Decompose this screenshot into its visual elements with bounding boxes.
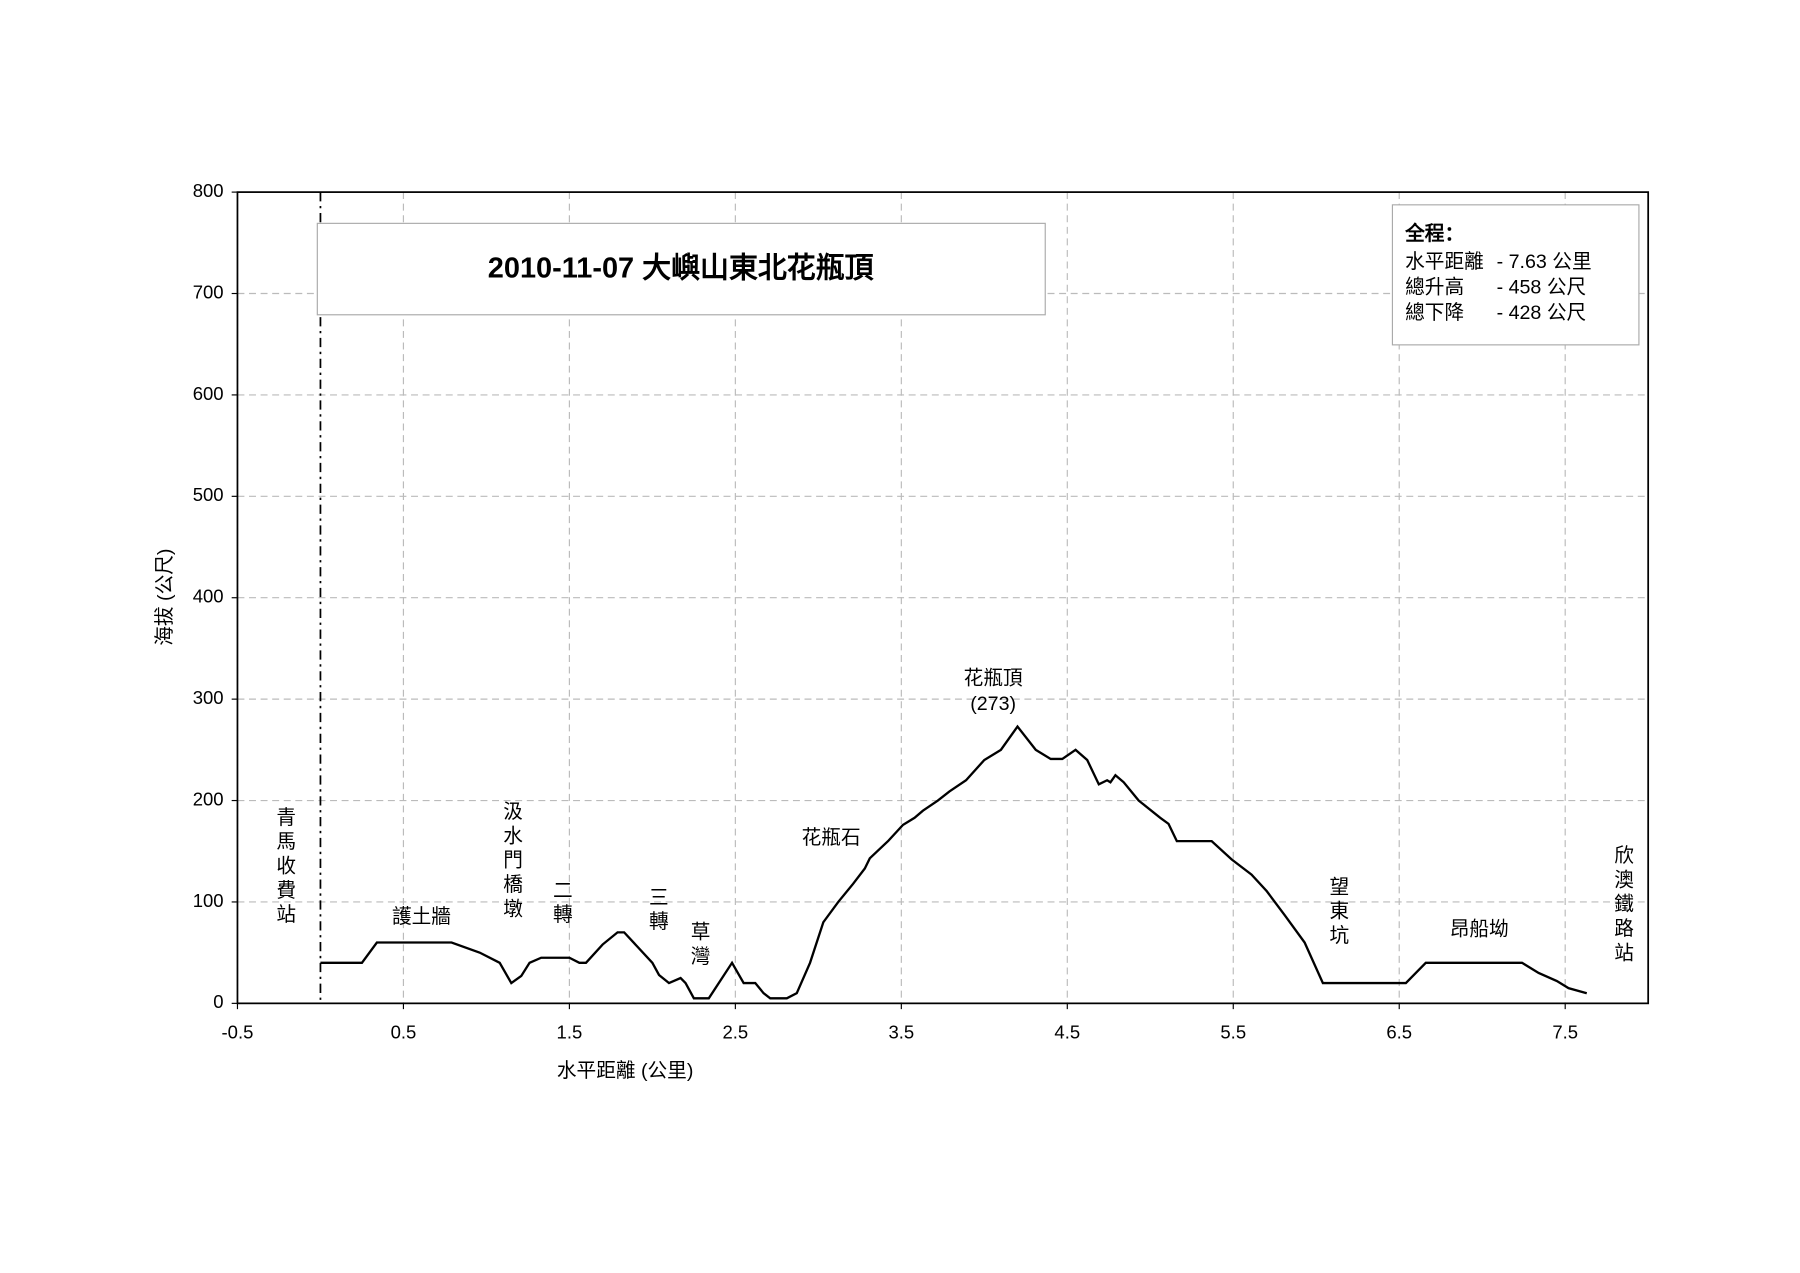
chart-title: 2010-11-07 大嶼山東北花瓶頂 [488,252,875,284]
place-label: 昂船坳 [1450,919,1509,941]
y-tick-label: 500 [193,484,224,505]
y-tick-label: 100 [193,890,224,911]
place-label: 望東坑 [1326,876,1349,949]
summary-label: 水平距離 [1405,251,1484,273]
x-tick-label: 0.5 [391,1021,417,1042]
y-tick-label: 800 [193,180,224,201]
place-label: 花瓶頂 [964,668,1023,690]
summary-heading: 全程： [1404,222,1464,245]
y-tick-label: 600 [193,383,224,404]
x-tick-label: 1.5 [557,1021,583,1042]
plot-frame [236,191,1650,1005]
elevation-line [320,724,1588,1000]
summary-value: - 458 公尺 [1497,276,1587,298]
x-tick-label: 2.5 [723,1021,749,1042]
y-tick-label: 700 [193,281,224,302]
title-box [316,222,1046,316]
x-tick-label: -0.5 [222,1021,254,1042]
y-tick-label: 300 [193,687,224,708]
summary-box [1391,204,1640,346]
summary-label: 總下降 [1405,302,1464,324]
x-tick-label: 6.5 [1386,1021,1412,1042]
x-tick-label: 4.5 [1054,1021,1080,1042]
place-label: (273) [970,693,1016,715]
x-tick-label: 7.5 [1552,1021,1578,1042]
summary-value: - 428 公尺 [1497,302,1587,324]
x-tick-label: 5.5 [1220,1021,1246,1042]
place-label: 護土牆 [392,906,451,928]
y-tick-label: 0 [213,991,223,1012]
x-tick-label: 3.5 [888,1021,914,1042]
place-label: 二轉 [549,880,572,929]
y-tick-label: 200 [193,788,224,809]
place-label: 三轉 [645,886,668,935]
place-label: 欣澳鐵路站 [1611,845,1634,967]
place-label: 青馬收費站 [273,807,296,929]
summary-label: 總升高 [1405,276,1464,298]
x-axis-label: 水平距離 (公里) [557,1060,694,1082]
y-tick-label: 400 [193,586,224,607]
summary-value: - 7.63 公里 [1497,251,1592,273]
place-label: 草灣 [687,921,710,970]
place-label: 花瓶石 [802,827,861,849]
y-axis-label: 海拔 (公尺) [154,549,176,646]
place-label: 汲水門橋墩 [500,801,523,923]
